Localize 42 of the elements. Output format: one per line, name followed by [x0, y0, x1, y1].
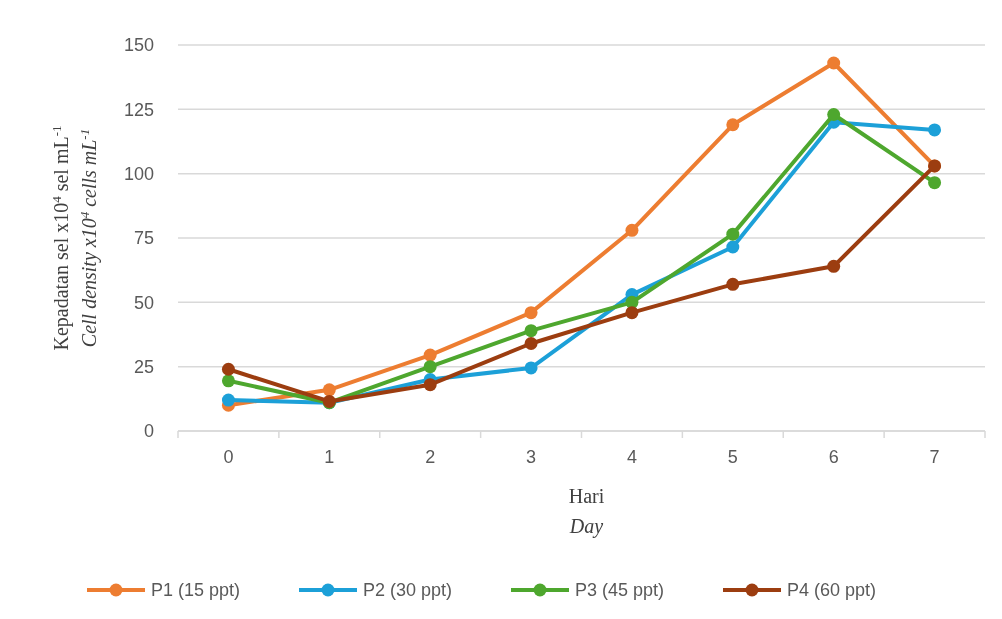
- x-tick-label: 1: [324, 447, 335, 467]
- x-tick-label: 6: [828, 447, 839, 467]
- point: [221, 362, 235, 376]
- point: [221, 393, 235, 407]
- legend-label: P3 (45 ppt): [575, 580, 665, 601]
- point: [524, 306, 538, 320]
- y-tick-label: 50: [133, 292, 154, 313]
- point: [524, 324, 538, 338]
- legend-label: P4 (60 ppt): [787, 580, 877, 601]
- point: [827, 259, 841, 273]
- y-tick-label: 150: [123, 35, 154, 56]
- point: [524, 361, 538, 375]
- point: [423, 360, 437, 374]
- x-tick-label: 2: [425, 447, 436, 467]
- x-tick-label: 5: [727, 447, 738, 467]
- x-axis-title: Hari Day: [568, 485, 605, 538]
- legend-label: P2 (30 ppt): [363, 580, 453, 601]
- point: [928, 176, 942, 190]
- point: [827, 56, 841, 70]
- point: [221, 374, 235, 388]
- x-tick-label: 7: [929, 447, 940, 467]
- point: [827, 107, 841, 121]
- point: [625, 306, 639, 320]
- point: [726, 227, 740, 241]
- point: [625, 223, 639, 237]
- x-tick-label: 4: [626, 447, 637, 467]
- y-tick-label: 100: [123, 163, 154, 184]
- y-tick-label: 0: [143, 421, 154, 442]
- point: [423, 348, 437, 362]
- legend-label: P1 (15 ppt): [151, 580, 241, 601]
- x-tick-label: 3: [526, 447, 537, 467]
- x-tick-label: 0: [223, 447, 234, 467]
- point: [928, 123, 942, 137]
- point: [726, 240, 740, 254]
- point: [726, 277, 740, 291]
- point: [726, 118, 740, 132]
- point: [423, 378, 437, 392]
- y-tick-label: 75: [133, 228, 154, 249]
- point: [524, 337, 538, 351]
- y-tick-label: 125: [123, 99, 154, 120]
- point: [322, 383, 336, 397]
- y-tick-label: 25: [133, 356, 154, 377]
